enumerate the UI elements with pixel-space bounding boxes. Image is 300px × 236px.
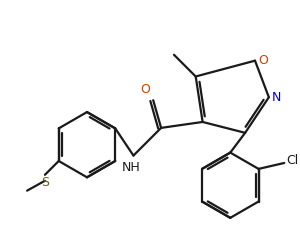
Text: O: O — [258, 54, 268, 67]
Text: NH: NH — [122, 160, 141, 173]
Text: S: S — [41, 176, 49, 189]
Text: O: O — [140, 83, 150, 96]
Text: N: N — [272, 91, 281, 104]
Text: Cl: Cl — [286, 155, 298, 168]
